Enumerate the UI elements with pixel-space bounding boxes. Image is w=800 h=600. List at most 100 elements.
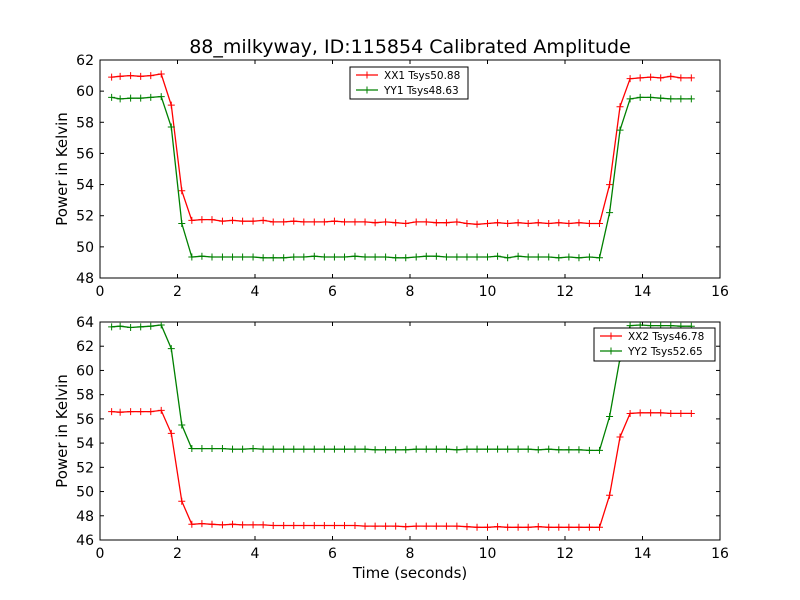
y-tick-label: 62 (76, 339, 94, 355)
data-point (330, 253, 338, 261)
data-point (229, 253, 237, 261)
x-tick-label: 16 (711, 284, 729, 300)
data-point (147, 408, 155, 416)
data-point (412, 218, 420, 226)
y-tick-label: 50 (76, 485, 94, 501)
data-point (534, 219, 542, 227)
data-point (606, 209, 614, 217)
data-point (341, 445, 349, 453)
data-point (463, 220, 471, 227)
data-point (453, 522, 461, 530)
data-point (657, 94, 665, 102)
data-point (290, 253, 298, 261)
series-line-yy2 (111, 324, 692, 452)
data-point (249, 445, 257, 453)
data-point (382, 218, 390, 226)
data-point (453, 218, 461, 226)
data-point (687, 409, 695, 417)
data-point (606, 491, 614, 499)
data-point (229, 520, 237, 528)
data-point (636, 322, 644, 329)
data-point (514, 445, 522, 453)
legend-box (593, 327, 716, 362)
data-point (229, 216, 237, 224)
x-tick-label: 8 (406, 546, 415, 562)
data-point (127, 72, 135, 80)
x-tick-label: 14 (634, 284, 652, 300)
data-point (514, 523, 522, 531)
y-axis-label: Power in Kelvin (53, 374, 71, 488)
data-point (239, 445, 247, 453)
data-point (320, 253, 328, 261)
data-point (626, 409, 634, 417)
data-point (545, 523, 553, 531)
x-tick-label: 10 (479, 546, 497, 562)
series-line-yy1 (111, 95, 692, 259)
x-tick-label: 14 (634, 546, 652, 562)
data-point (382, 253, 390, 261)
data-point (565, 220, 573, 227)
legend-marker (363, 71, 371, 79)
y-tick-label: 62 (76, 53, 94, 69)
chart-panel-1: 0 2 4 6 8 10 12 14 16 48 50 52 54 56 58 60 62 Power in Ke… (53, 53, 729, 300)
x-tick-label: 8 (406, 284, 415, 300)
data-point (341, 253, 349, 261)
data-point (300, 253, 308, 261)
data-point (116, 322, 124, 330)
x-tick-label: 2 (173, 546, 182, 562)
data-point (473, 523, 481, 531)
data-point (249, 217, 257, 225)
data-point (280, 445, 288, 453)
data-point (545, 220, 553, 227)
data-point (575, 523, 583, 531)
data-point (432, 445, 440, 453)
data-point (534, 523, 542, 531)
data-point (300, 445, 308, 453)
data-point (167, 123, 175, 131)
data-point (565, 446, 573, 454)
legend-marker (607, 332, 615, 340)
x-tick-label: 0 (96, 284, 105, 300)
x-tick-label: 4 (251, 284, 260, 300)
data-point (432, 522, 440, 530)
data-point (127, 408, 135, 416)
data-point (218, 253, 226, 261)
data-point (198, 520, 206, 528)
data-point (371, 253, 379, 261)
data-point (442, 445, 450, 453)
data-point (442, 522, 450, 530)
data-point (249, 253, 257, 261)
data-point (575, 219, 583, 227)
legend-label: YY1 Tsys48.63 (383, 85, 459, 97)
data-point (657, 409, 665, 417)
series-line-xx2 (111, 409, 692, 528)
data-point (137, 72, 145, 80)
data-point (341, 218, 349, 226)
data-point (402, 523, 410, 531)
data-point (259, 254, 267, 262)
data-point (229, 445, 237, 453)
data-point (585, 446, 593, 454)
data-point (167, 101, 175, 109)
y-tick-label: 60 (76, 363, 94, 379)
y-tick-label: 60 (76, 84, 94, 100)
data-point (412, 253, 420, 261)
legend-label: XX2 Tsys46.78 (628, 331, 704, 343)
data-point (524, 220, 532, 227)
y-tick-label: 52 (76, 460, 94, 476)
data-point (147, 72, 155, 80)
data-point (361, 522, 369, 530)
data-point (422, 522, 430, 530)
data-point (239, 217, 247, 225)
data-point (290, 445, 298, 453)
data-point (300, 521, 308, 529)
data-point (198, 445, 206, 453)
data-point (320, 218, 328, 226)
data-point (463, 445, 471, 453)
data-point (585, 253, 593, 261)
data-point (371, 219, 379, 227)
data-point (178, 187, 186, 195)
legend-label: YY2 Tsys52.65 (627, 346, 703, 358)
data-point (504, 523, 512, 531)
